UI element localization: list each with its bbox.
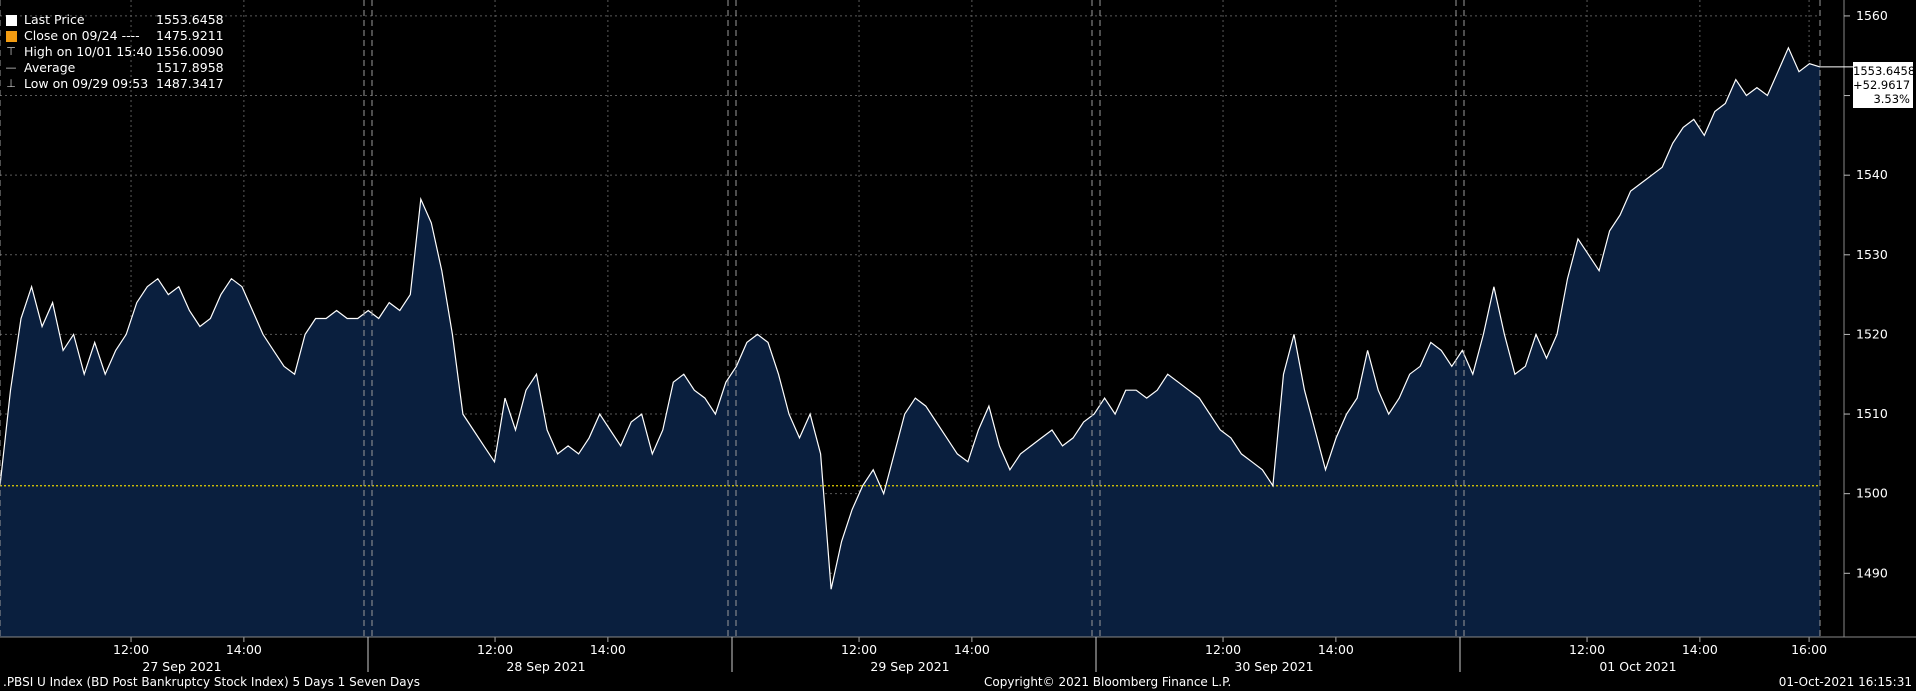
high-marker-icon: ⊤ <box>6 45 16 58</box>
y-axis: 14901500151015201530154015501560 <box>1820 0 1888 637</box>
x-axis: 12:00 14:00 27 Sep 2021 12:00 14:00 28 Sep 20… <box>0 636 1916 674</box>
x-tick-label: 14:00 <box>1682 642 1718 657</box>
legend-label: Last Price <box>24 12 85 27</box>
legend-label: Low on 09/29 09:53 <box>24 76 149 91</box>
x-tick-label: 14:00 <box>1318 642 1354 657</box>
legend-row-average: — Average 1517.8958 <box>4 60 224 76</box>
copyright-text: Copyright© 2021 Bloomberg Finance L.P. <box>984 675 1232 689</box>
x-day-label: 29 Sep 2021 <box>870 659 949 674</box>
y-tick-label: 1510 <box>1856 406 1888 421</box>
legend-row-low: ⊥ Low on 09/29 09:53 1487.3417 <box>4 76 224 92</box>
timestamp: 01-Oct-2021 16:15:31 <box>1778 675 1912 689</box>
x-tick-label: 14:00 <box>954 642 990 657</box>
legend-value: 1475.9211 <box>156 28 224 43</box>
legend-value: 1517.8958 <box>156 60 224 75</box>
legend-row-last-price: Last Price 1553.6458 <box>4 12 224 28</box>
y-tick-label: 1530 <box>1856 247 1888 262</box>
price-area-fill <box>0 47 1820 638</box>
x-tick-label: 12:00 <box>1569 642 1605 657</box>
x-tick-label: 12:00 <box>113 642 149 657</box>
x-day-label: 27 Sep 2021 <box>142 659 221 674</box>
last-price-change: +52.9617 <box>1853 78 1911 92</box>
x-day-label: 01 Oct 2021 <box>1599 659 1676 674</box>
x-tick-label: 14:00 <box>590 642 626 657</box>
index-description: .PBSI U Index (BD Post Bankruptcy Stock … <box>3 675 420 689</box>
day-separators <box>0 0 1821 637</box>
legend-row-close: Close on 09/24 ---- 1475.9211 <box>4 28 224 44</box>
legend-row-high: ⊤ High on 10/01 15:40 1556.0090 <box>4 44 224 60</box>
white-square-icon <box>4 13 18 27</box>
x-day-label: 28 Sep 2021 <box>506 659 585 674</box>
last-price-pct: 3.53% <box>1873 92 1910 106</box>
chart-legend: Last Price 1553.6458 Close on 09/24 ----… <box>4 12 224 92</box>
last-price-value: 1553.6458 <box>1853 64 1916 78</box>
orange-square-icon <box>4 29 18 43</box>
legend-label: High on 10/01 15:40 <box>24 44 153 59</box>
low-marker-icon: ⊥ <box>6 77 16 90</box>
legend-value: 1487.3417 <box>156 76 224 91</box>
x-tick-label: 12:00 <box>841 642 877 657</box>
y-tick-label: 1520 <box>1856 326 1888 341</box>
y-tick-label: 1540 <box>1856 167 1888 182</box>
x-tick-label: 12:00 <box>1205 642 1241 657</box>
y-tick-label: 1560 <box>1856 8 1888 23</box>
price-line <box>0 46 1821 590</box>
legend-label: Close on 09/24 ---- <box>24 28 140 43</box>
y-tick-label: 1500 <box>1856 486 1888 501</box>
y-tick-label: 1490 <box>1856 565 1888 580</box>
average-line-icon: — <box>5 61 17 74</box>
legend-value: 1553.6458 <box>156 12 224 27</box>
legend-label: Average <box>24 60 76 75</box>
chart-footer: .PBSI U Index (BD Post Bankruptcy Stock … <box>0 673 1916 691</box>
x-tick-label: 12:00 <box>477 642 513 657</box>
x-tick-label: 16:00 <box>1791 642 1827 657</box>
x-day-label: 30 Sep 2021 <box>1234 659 1313 674</box>
x-tick-label: 14:00 <box>226 642 262 657</box>
legend-value: 1556.0090 <box>156 44 224 59</box>
last-price-box: 1553.6458 +52.9617 3.53% <box>1853 62 1916 108</box>
